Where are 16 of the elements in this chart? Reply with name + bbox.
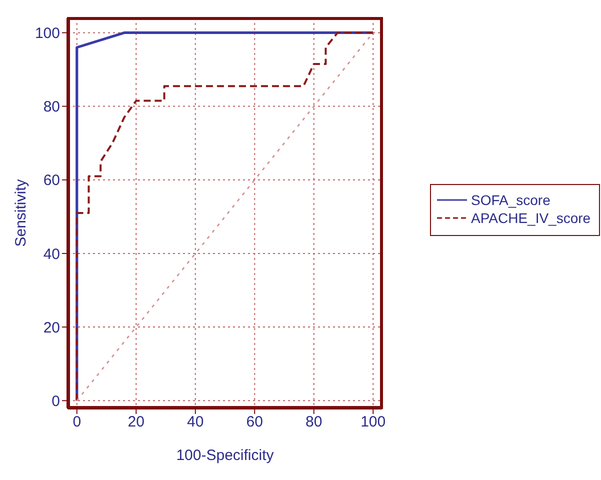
y-tick-label: 100 xyxy=(34,25,60,42)
y-axis-title: Sensitivity xyxy=(12,178,30,247)
y-tick-label: 60 xyxy=(43,172,60,190)
x-tick-label: 40 xyxy=(187,414,204,431)
x-tick-label: 100 xyxy=(360,414,386,431)
legend-label: SOFA_score xyxy=(471,191,550,209)
x-tick-label: 60 xyxy=(246,414,263,431)
legend-label: APACHE_IV_score xyxy=(471,209,591,227)
y-tick-label: 20 xyxy=(43,319,60,336)
y-tick-label: 40 xyxy=(43,246,60,263)
x-tick-label: 20 xyxy=(128,414,144,431)
y-tick-label: 80 xyxy=(43,98,60,116)
y-tick-label: 0 xyxy=(52,392,60,410)
x-axis-title: 100-Specificity xyxy=(176,447,274,464)
x-tick-label: 80 xyxy=(306,414,322,431)
x-tick-label: 0 xyxy=(72,414,82,431)
